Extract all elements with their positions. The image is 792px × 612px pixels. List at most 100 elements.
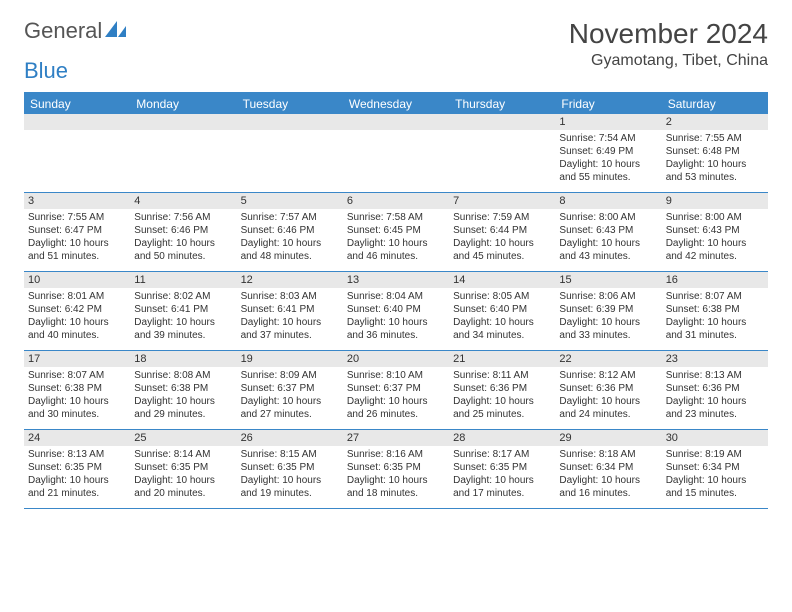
day-body: Sunrise: 7:59 AMSunset: 6:44 PMDaylight:…	[449, 209, 555, 267]
day-body: Sunrise: 8:06 AMSunset: 6:39 PMDaylight:…	[555, 288, 661, 346]
daylight-line: Daylight: 10 hours and 45 minutes.	[453, 237, 551, 263]
daylight-line: Daylight: 10 hours and 29 minutes.	[134, 395, 232, 421]
sunrise-line: Sunrise: 7:57 AM	[241, 211, 339, 224]
day-cell: 13Sunrise: 8:04 AMSunset: 6:40 PMDayligh…	[343, 272, 449, 350]
day-number: 1	[555, 114, 661, 130]
day-body: Sunrise: 8:17 AMSunset: 6:35 PMDaylight:…	[449, 446, 555, 504]
sunrise-line: Sunrise: 8:13 AM	[28, 448, 126, 461]
day-number: 11	[130, 272, 236, 288]
day-cell: 18Sunrise: 8:08 AMSunset: 6:38 PMDayligh…	[130, 351, 236, 429]
day-number: 25	[130, 430, 236, 446]
day-body: Sunrise: 8:11 AMSunset: 6:36 PMDaylight:…	[449, 367, 555, 425]
day-cell	[237, 114, 343, 192]
brand-part1: General	[24, 18, 102, 44]
sunrise-line: Sunrise: 8:07 AM	[28, 369, 126, 382]
day-cell: 23Sunrise: 8:13 AMSunset: 6:36 PMDayligh…	[662, 351, 768, 429]
daylight-line: Daylight: 10 hours and 30 minutes.	[28, 395, 126, 421]
sunrise-line: Sunrise: 8:14 AM	[134, 448, 232, 461]
day-number: 24	[24, 430, 130, 446]
day-number: 6	[343, 193, 449, 209]
daylight-line: Daylight: 10 hours and 51 minutes.	[28, 237, 126, 263]
sunset-line: Sunset: 6:46 PM	[134, 224, 232, 237]
day-cell: 24Sunrise: 8:13 AMSunset: 6:35 PMDayligh…	[24, 430, 130, 508]
sunrise-line: Sunrise: 8:03 AM	[241, 290, 339, 303]
day-number: 5	[237, 193, 343, 209]
sunset-line: Sunset: 6:36 PM	[453, 382, 551, 395]
sunrise-line: Sunrise: 8:08 AM	[134, 369, 232, 382]
day-cell: 26Sunrise: 8:15 AMSunset: 6:35 PMDayligh…	[237, 430, 343, 508]
day-number: 15	[555, 272, 661, 288]
sunset-line: Sunset: 6:43 PM	[666, 224, 764, 237]
daylight-line: Daylight: 10 hours and 46 minutes.	[347, 237, 445, 263]
day-body: Sunrise: 8:10 AMSunset: 6:37 PMDaylight:…	[343, 367, 449, 425]
day-cell: 29Sunrise: 8:18 AMSunset: 6:34 PMDayligh…	[555, 430, 661, 508]
daylight-line: Daylight: 10 hours and 31 minutes.	[666, 316, 764, 342]
day-cell	[24, 114, 130, 192]
day-body: Sunrise: 8:00 AMSunset: 6:43 PMDaylight:…	[662, 209, 768, 267]
daylight-line: Daylight: 10 hours and 39 minutes.	[134, 316, 232, 342]
sunrise-line: Sunrise: 7:59 AM	[453, 211, 551, 224]
day-number: 26	[237, 430, 343, 446]
sunrise-line: Sunrise: 7:58 AM	[347, 211, 445, 224]
day-cell: 21Sunrise: 8:11 AMSunset: 6:36 PMDayligh…	[449, 351, 555, 429]
brand-logo: General	[24, 18, 130, 44]
day-cell: 7Sunrise: 7:59 AMSunset: 6:44 PMDaylight…	[449, 193, 555, 271]
weekday-header: Friday	[555, 94, 661, 114]
day-number	[237, 114, 343, 130]
sunrise-line: Sunrise: 7:56 AM	[134, 211, 232, 224]
day-cell: 2Sunrise: 7:55 AMSunset: 6:48 PMDaylight…	[662, 114, 768, 192]
day-number: 10	[24, 272, 130, 288]
sunrise-line: Sunrise: 8:05 AM	[453, 290, 551, 303]
sunset-line: Sunset: 6:36 PM	[559, 382, 657, 395]
sunset-line: Sunset: 6:46 PM	[241, 224, 339, 237]
day-cell	[449, 114, 555, 192]
day-number: 22	[555, 351, 661, 367]
weekday-header: Tuesday	[237, 94, 343, 114]
sunset-line: Sunset: 6:39 PM	[559, 303, 657, 316]
sunset-line: Sunset: 6:43 PM	[559, 224, 657, 237]
day-body: Sunrise: 8:15 AMSunset: 6:35 PMDaylight:…	[237, 446, 343, 504]
sunset-line: Sunset: 6:41 PM	[134, 303, 232, 316]
day-number: 2	[662, 114, 768, 130]
weekday-header: Thursday	[449, 94, 555, 114]
day-number: 19	[237, 351, 343, 367]
sunrise-line: Sunrise: 7:55 AM	[28, 211, 126, 224]
sunset-line: Sunset: 6:35 PM	[453, 461, 551, 474]
sunrise-line: Sunrise: 8:00 AM	[666, 211, 764, 224]
day-number	[449, 114, 555, 130]
sunset-line: Sunset: 6:49 PM	[559, 145, 657, 158]
daylight-line: Daylight: 10 hours and 18 minutes.	[347, 474, 445, 500]
sunrise-line: Sunrise: 8:02 AM	[134, 290, 232, 303]
sunrise-line: Sunrise: 8:15 AM	[241, 448, 339, 461]
daylight-line: Daylight: 10 hours and 21 minutes.	[28, 474, 126, 500]
day-number: 30	[662, 430, 768, 446]
day-cell: 17Sunrise: 8:07 AMSunset: 6:38 PMDayligh…	[24, 351, 130, 429]
day-cell: 30Sunrise: 8:19 AMSunset: 6:34 PMDayligh…	[662, 430, 768, 508]
day-cell	[130, 114, 236, 192]
daylight-line: Daylight: 10 hours and 37 minutes.	[241, 316, 339, 342]
day-body: Sunrise: 8:09 AMSunset: 6:37 PMDaylight:…	[237, 367, 343, 425]
daylight-line: Daylight: 10 hours and 17 minutes.	[453, 474, 551, 500]
daylight-line: Daylight: 10 hours and 36 minutes.	[347, 316, 445, 342]
sunrise-line: Sunrise: 8:11 AM	[453, 369, 551, 382]
sunrise-line: Sunrise: 7:54 AM	[559, 132, 657, 145]
sunrise-line: Sunrise: 8:07 AM	[666, 290, 764, 303]
day-number: 13	[343, 272, 449, 288]
day-cell: 25 Sunrise: 8:14 AMSunset: 6:35 PMDayligh…	[130, 430, 236, 508]
daylight-line: Daylight: 10 hours and 53 minutes.	[666, 158, 764, 184]
daylight-line: Daylight: 10 hours and 27 minutes.	[241, 395, 339, 421]
sunset-line: Sunset: 6:38 PM	[134, 382, 232, 395]
sunset-line: Sunset: 6:35 PM	[134, 461, 232, 474]
day-body: Sunrise: 8:19 AMSunset: 6:34 PMDaylight:…	[662, 446, 768, 504]
sunrise-line: Sunrise: 8:09 AM	[241, 369, 339, 382]
sunset-line: Sunset: 6:34 PM	[666, 461, 764, 474]
day-cell: 28Sunrise: 8:17 AMSunset: 6:35 PMDayligh…	[449, 430, 555, 508]
sunrise-line: Sunrise: 7:55 AM	[666, 132, 764, 145]
daylight-line: Daylight: 10 hours and 19 minutes.	[241, 474, 339, 500]
daylight-line: Daylight: 10 hours and 20 minutes.	[134, 474, 232, 500]
week-row: 17Sunrise: 8:07 AMSunset: 6:38 PMDayligh…	[24, 351, 768, 430]
sunset-line: Sunset: 6:40 PM	[347, 303, 445, 316]
sunset-line: Sunset: 6:34 PM	[559, 461, 657, 474]
day-number: 23	[662, 351, 768, 367]
day-cell: 27Sunrise: 8:16 AMSunset: 6:35 PMDayligh…	[343, 430, 449, 508]
